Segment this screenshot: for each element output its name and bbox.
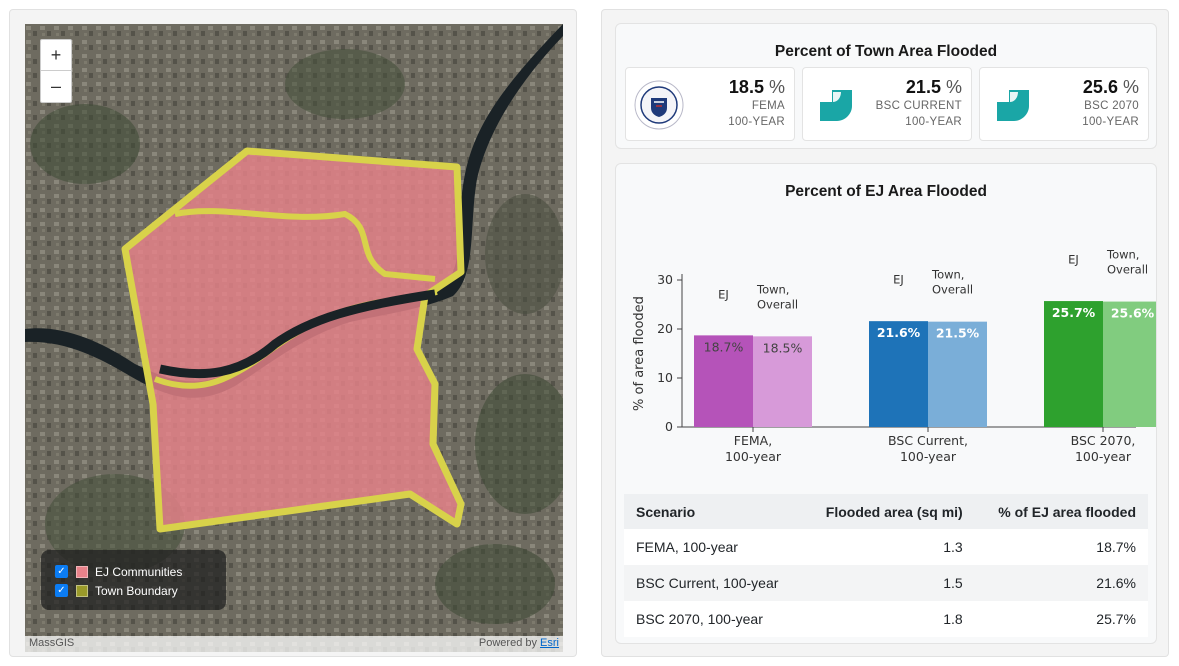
y-axis-label: % of area flooded (632, 296, 647, 411)
ej-bar-chart: 0 10 20 30 % of area flooded 18.7% 18.5% EJ Town… (632, 248, 1156, 464)
esri-link[interactable]: Esri (540, 637, 559, 649)
bar-town-0 (753, 336, 812, 427)
dhs-seal-icon (634, 80, 684, 130)
x-tick-label: 100-year (900, 449, 957, 464)
bsc-logo-icon (811, 80, 861, 130)
stat-bsc-current: 21.5 % BSC CURRENT 100-YEAR (802, 67, 972, 141)
zoom-out-button[interactable]: – (50, 76, 61, 96)
bar-town-2 (1103, 301, 1156, 427)
table-row: FEMA, 100-year 1.3 18.7% (624, 529, 1148, 565)
stat-label-2: 100-YEAR (1082, 116, 1139, 128)
zoom-in-button[interactable]: + (41, 40, 71, 71)
series-label-town: Town, (756, 282, 789, 296)
table-header-row: Scenario Flooded area (sq mi) % of EJ ar… (624, 494, 1148, 529)
stat-label-2: 100-YEAR (905, 116, 962, 128)
town-flooded-card: Percent of Town Area Flooded 18.5 % FEMA… (615, 23, 1157, 149)
bar-ej-2 (1044, 301, 1103, 427)
map-canvas[interactable] (25, 24, 563, 652)
series-label-ej: EJ (718, 287, 729, 301)
cell-scenario: BSC 2070, 100-year (624, 601, 803, 637)
stat-value: 25.6 (1082, 77, 1118, 97)
cell-pct: 25.7% (974, 601, 1148, 637)
x-tick-label: 100-year (1075, 449, 1132, 464)
town-card-title: Percent of Town Area Flooded (774, 43, 998, 60)
y-tick-label: 10 (657, 370, 673, 385)
legend-label: Town Boundary (95, 583, 178, 598)
cell-pct: 18.7% (974, 529, 1148, 565)
bar-value-label: 21.5% (936, 326, 980, 341)
series-label-ej: EJ (1068, 253, 1079, 267)
col-header-flooded-area: Flooded area (sq mi) (802, 494, 975, 529)
cell-area: 1.3 (802, 529, 975, 565)
bar-value-label: 18.7% (704, 339, 744, 354)
layer-legend: ✓ EJ Communities ✓ Town Boundary (41, 550, 226, 610)
col-header-pct-ej: % of EJ area flooded (974, 494, 1148, 529)
ej-layer-checkbox[interactable]: ✓ (55, 565, 68, 578)
stat-label-1: BSC CURRENT (875, 100, 962, 112)
x-tick-label: FEMA, (734, 433, 772, 448)
bsc-logo-icon (988, 80, 1038, 130)
town-layer-checkbox[interactable]: ✓ (55, 584, 68, 597)
ej-communities-polygon[interactable] (121, 147, 465, 533)
zoom-control: + – (40, 39, 72, 103)
stat-label-2: 100-YEAR (728, 116, 785, 128)
pct-symbol: % (945, 77, 962, 97)
series-label-overall: Overall (1107, 263, 1148, 277)
bar-value-label: 21.6% (877, 325, 921, 340)
legend-label: EJ Communities (95, 564, 183, 579)
stat-label-1: BSC 2070 (1084, 100, 1139, 112)
cell-scenario: FEMA, 100-year (624, 529, 803, 565)
map-panel: + – ✓ EJ Communities ✓ Town Boundary Mas… (9, 9, 577, 657)
bar-value-label: 25.7% (1052, 305, 1096, 320)
series-label-town: Town, (931, 268, 964, 282)
x-tick-label: BSC 2070, (1071, 433, 1136, 448)
bar-town-1 (928, 321, 987, 427)
table-row: BSC Current, 100-year 1.5 21.6% (624, 565, 1148, 601)
cell-area: 1.5 (802, 565, 975, 601)
cell-scenario: BSC Current, 100-year (624, 565, 803, 601)
results-panel: Percent of Town Area Flooded 18.5 % FEMA… (601, 9, 1169, 657)
bar-value-label: 18.5% (763, 340, 803, 355)
col-header-scenario: Scenario (624, 494, 803, 529)
ej-card-title: Percent of EJ Area Flooded (785, 183, 987, 200)
x-tick-label: 100-year (725, 449, 782, 464)
series-label-overall: Overall (932, 283, 973, 297)
series-label-ej: EJ (893, 273, 904, 287)
pct-symbol: % (768, 77, 785, 97)
y-tick-label: 30 (657, 272, 673, 287)
cell-pct: 21.6% (974, 565, 1148, 601)
ej-flooded-card: Percent of EJ Area Flooded 0 10 20 30 % of a… (615, 163, 1157, 644)
powered-by-text: Powered by (478, 637, 541, 649)
stat-label-1: FEMA (751, 100, 785, 112)
cell-area: 1.8 (802, 601, 975, 637)
map-attribution: MassGIS Powered by Esri (25, 636, 563, 652)
series-label-town: Town, (1106, 248, 1139, 262)
y-tick-label: 0 (665, 419, 673, 434)
x-tick-label: BSC Current, (888, 433, 968, 448)
y-tick-label: 20 (657, 321, 673, 336)
ej-scenario-table: Scenario Flooded area (sq mi) % of EJ ar… (624, 494, 1148, 637)
stat-fema: 18.5 % FEMA 100-YEAR (625, 67, 795, 141)
stat-value: 18.5 (728, 77, 764, 97)
table-row: BSC 2070, 100-year 1.8 25.7% (624, 601, 1148, 637)
bar-ej-0 (694, 335, 753, 427)
legend-row-town[interactable]: ✓ Town Boundary (55, 581, 226, 600)
map[interactable]: + – ✓ EJ Communities ✓ Town Boundary Mas… (25, 24, 563, 652)
legend-row-ej[interactable]: ✓ EJ Communities (55, 562, 226, 581)
bar-ej-1 (869, 321, 928, 427)
attribution-source: MassGIS (29, 637, 75, 649)
series-label-overall: Overall (757, 297, 798, 311)
stat-value: 21.5 (905, 77, 941, 97)
pct-symbol: % (1122, 77, 1139, 97)
stat-bsc-2070: 25.6 % BSC 2070 100-YEAR (979, 67, 1149, 141)
bar-value-label: 25.6% (1111, 306, 1155, 321)
town-swatch (76, 584, 88, 597)
ej-swatch (76, 565, 88, 578)
